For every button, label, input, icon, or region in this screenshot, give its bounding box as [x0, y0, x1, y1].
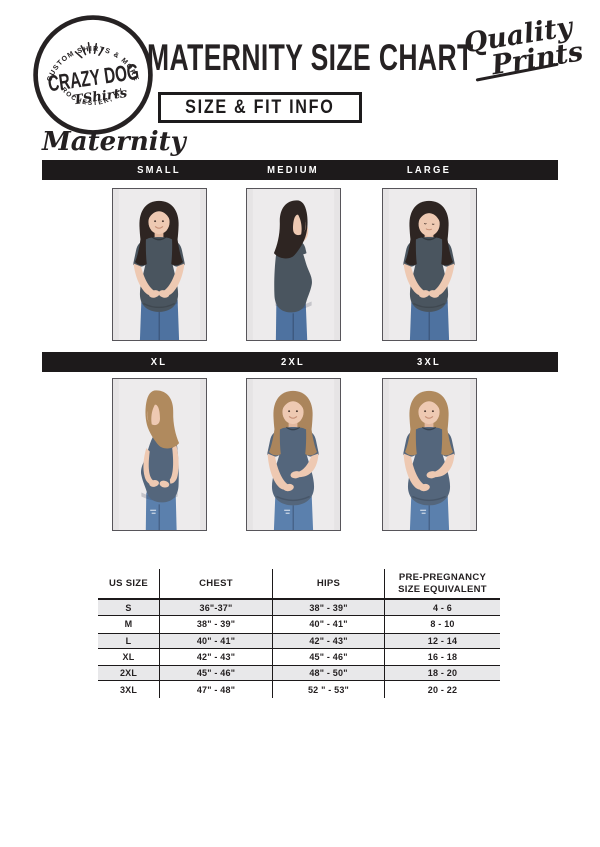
table-row-l: L 40" - 41" 42" - 43" 12 - 14 — [98, 632, 500, 649]
row-value: 45" - 46" — [160, 666, 273, 681]
size-table: US SIZE CHEST HIPS PRE-PREGNANCY SIZE EQ… — [98, 569, 500, 698]
row-value: 16 - 18 — [427, 652, 458, 663]
size-bar-label-2xl: 2XL — [280, 356, 306, 368]
row-value: 48" - 50" — [273, 666, 385, 681]
table-row-xl: XL 42" - 43" 45" - 46" 16 - 18 — [98, 648, 500, 666]
row-size-label: S — [98, 600, 160, 616]
row-value: 20 - 22 — [427, 684, 458, 695]
size-fit-info-text: SIZE & FIT INFO — [185, 96, 335, 118]
row-value: 40" - 41" — [273, 616, 385, 633]
table-row-2xl: 2XL 45" - 46" 48" - 50" 18 - 20 — [98, 665, 500, 682]
column-header-us-size: US SIZE — [98, 569, 160, 598]
table-row-3xl: 3XL 47" - 48" 52 " - 53" 20 - 22 — [98, 681, 500, 698]
size-bar-label-large: LARGE — [406, 164, 452, 176]
row-value: 52 " - 53" — [273, 681, 385, 698]
row-value: 38" - 39" — [160, 616, 273, 633]
row-size-label: 3XL — [98, 681, 160, 698]
size-bar-row-2: XL 2XL 3XL — [42, 352, 558, 372]
size-table-body: S 36"-37" 38" - 39" 4 - 6 M 38" - 39" 40" - 41… — [98, 600, 500, 698]
crazy-dog-logo: CUSTOM SHIRTS & MORE CRAZY DOG TShirts R… — [33, 15, 153, 135]
size-bar-label-medium: MEDIUM — [267, 164, 319, 176]
page-title-text: MATERNITY SIZE CHART — [146, 36, 474, 78]
size-table-header-row: US SIZE CHEST HIPS PRE-PREGNANCY SIZE EQ… — [98, 569, 500, 600]
size-fit-info-box: SIZE & FIT INFO — [158, 92, 362, 123]
page-title: MATERNITY SIZE CHART — [147, 37, 473, 78]
row-value: 40" - 41" — [160, 633, 273, 648]
row-value: 36"-37" — [160, 600, 273, 616]
row-value: 38" - 39" — [273, 600, 385, 616]
row-value: 47" - 48" — [160, 681, 273, 698]
logo-ring — [33, 15, 153, 135]
model-photo-small — [112, 188, 207, 341]
column-header-pre-pregnancy: PRE-PREGNANCY SIZE EQUIVALENT — [398, 572, 487, 595]
column-header-chest: CHEST — [160, 569, 273, 598]
row-size-label: 2XL — [98, 666, 160, 681]
row-size-label: L — [98, 633, 160, 648]
row-value: 45" - 46" — [273, 648, 385, 666]
size-bar-label-3xl: 3XL — [416, 356, 442, 368]
model-photo-2xl — [246, 378, 341, 531]
sunburst-icon — [74, 42, 105, 59]
quality-prints-logo: Quality Prints — [456, 10, 598, 117]
row-value: 18 - 20 — [427, 668, 458, 679]
section-label-maternity: Maternity — [42, 127, 186, 157]
table-row-s: S 36"-37" 38" - 39" 4 - 6 — [98, 600, 500, 617]
row-value: 12 - 14 — [427, 635, 458, 646]
size-bar-label-small: SMALL — [137, 164, 181, 176]
model-photo-xl — [112, 378, 207, 531]
model-photo-3xl — [382, 378, 477, 531]
row-size-label: M — [98, 616, 160, 633]
column-header-hips: HIPS — [273, 569, 385, 598]
model-photo-medium — [246, 188, 341, 341]
model-photo-large — [382, 188, 477, 341]
row-value: 42" - 43" — [160, 648, 273, 666]
row-value: 42" - 43" — [273, 633, 385, 648]
row-size-label: XL — [98, 648, 160, 666]
table-row-m: M 38" - 39" 40" - 41" 8 - 10 — [98, 616, 500, 633]
row-value: 8 - 10 — [430, 619, 455, 630]
row-value: 4 - 6 — [432, 602, 452, 613]
size-bar-row-1: SMALL MEDIUM LARGE — [42, 160, 558, 180]
size-bar-label-xl: XL — [150, 356, 168, 368]
